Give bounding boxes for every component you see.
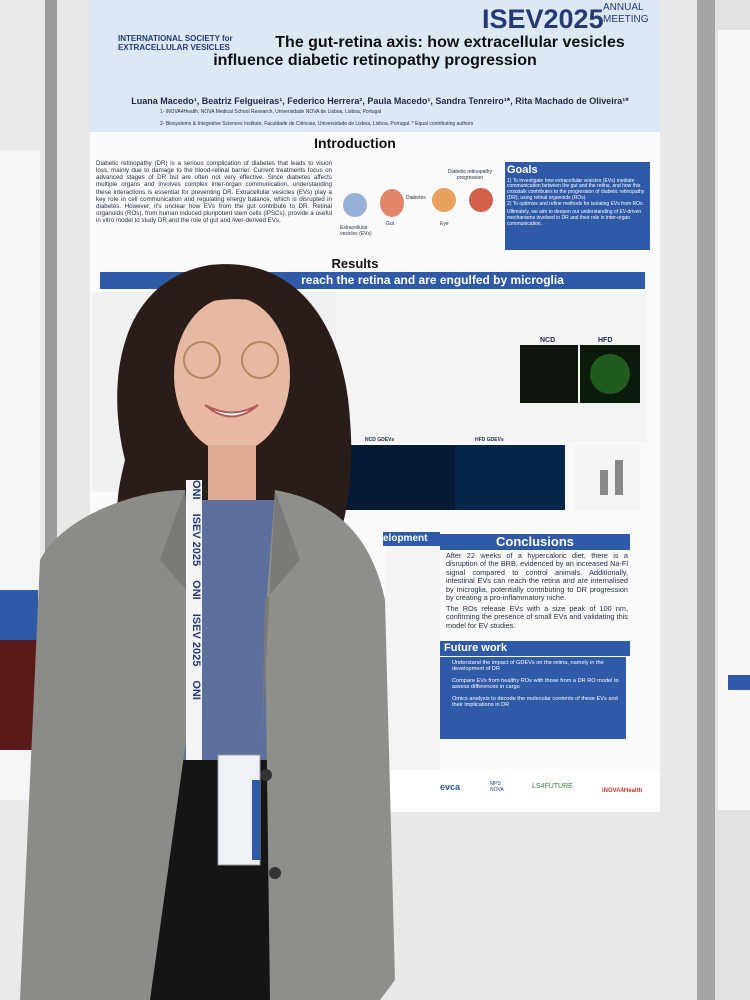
lanyard-text: ISEV 2025 bbox=[190, 513, 202, 567]
lanyard: ONI ISEV 2025 ONI ISEV 2025 ONI bbox=[186, 480, 202, 760]
section-heading: Conclusions bbox=[440, 534, 630, 550]
section-banner: elopment bbox=[383, 532, 440, 546]
conclusion-text: The ROs release EVs with a size peak of … bbox=[446, 604, 628, 630]
future-item: Compare EVs from healthy ROs with those … bbox=[452, 677, 619, 691]
future-item: Omics analysis to decode the molecular c… bbox=[452, 695, 618, 709]
affiliation: 1- iNOVA4Health, NOVA Medical School Res… bbox=[160, 109, 382, 115]
section-heading: Future work bbox=[440, 641, 630, 656]
society: INTERNATIONAL SOCIETY for EXTRACELLULAR … bbox=[118, 34, 233, 53]
affiliation: 2- Biosystems & Integrative Sciences Ins… bbox=[160, 121, 474, 127]
lanyard-text: ONI bbox=[190, 580, 202, 600]
event-note: ANNUAL MEETING bbox=[603, 2, 649, 25]
panel-label: NCD GDEVs bbox=[365, 437, 395, 443]
section-heading: Introduction bbox=[314, 135, 396, 151]
lanyard-text: ONI bbox=[190, 680, 202, 700]
conclusion-text: After 22 weeks of a hypercaloric diet, t… bbox=[446, 551, 628, 602]
diagram-label: Gut bbox=[386, 221, 395, 227]
panel-label: HFD GDEVs bbox=[475, 437, 504, 443]
diagram-label: Diabetic retinopathy progression bbox=[447, 169, 493, 181]
future-box: Understand the impact of GDEVs on the re… bbox=[440, 657, 626, 739]
poster-title: The gut-retina axis: how extracellular v… bbox=[213, 34, 625, 70]
goal: Ultimately, we aim to deepen our underst… bbox=[507, 209, 642, 227]
diagram-label: Diabetes bbox=[406, 195, 426, 201]
panel-label: HFD bbox=[598, 337, 613, 344]
sponsor-logo: LS4FUTURE bbox=[532, 783, 573, 790]
future-item: Understand the impact of GDEVs on the re… bbox=[452, 660, 604, 673]
diagram-label: Extracellular vesicles (EVs) bbox=[340, 225, 372, 237]
sponsor-logo: evca bbox=[440, 782, 461, 792]
sponsor-logo: MPS NOVA bbox=[490, 781, 504, 793]
goals-box: Goals 1) To investigate how extracellula… bbox=[505, 162, 650, 250]
event-name: ISEV2025 bbox=[482, 4, 604, 34]
section-heading: Results bbox=[331, 256, 379, 271]
lanyard-text: ONI bbox=[190, 480, 202, 500]
panel-label: NCD bbox=[540, 337, 556, 344]
authors: Luana Macedo¹, Beatriz Felgueiras¹, Fede… bbox=[131, 96, 629, 106]
goal: 1) To investigate how extracellular vesi… bbox=[507, 177, 645, 201]
intro-text: Diabetic retinopathy (DR) is a serious c… bbox=[96, 160, 332, 224]
section-heading: Goals bbox=[507, 164, 538, 176]
goal: 2) To optimize and refine methods for is… bbox=[507, 200, 644, 207]
diagram-label: Eye bbox=[440, 221, 449, 227]
sponsor-logo: iNOVA4Health bbox=[602, 788, 643, 794]
lanyard-text: ISEV 2025 bbox=[190, 613, 202, 667]
